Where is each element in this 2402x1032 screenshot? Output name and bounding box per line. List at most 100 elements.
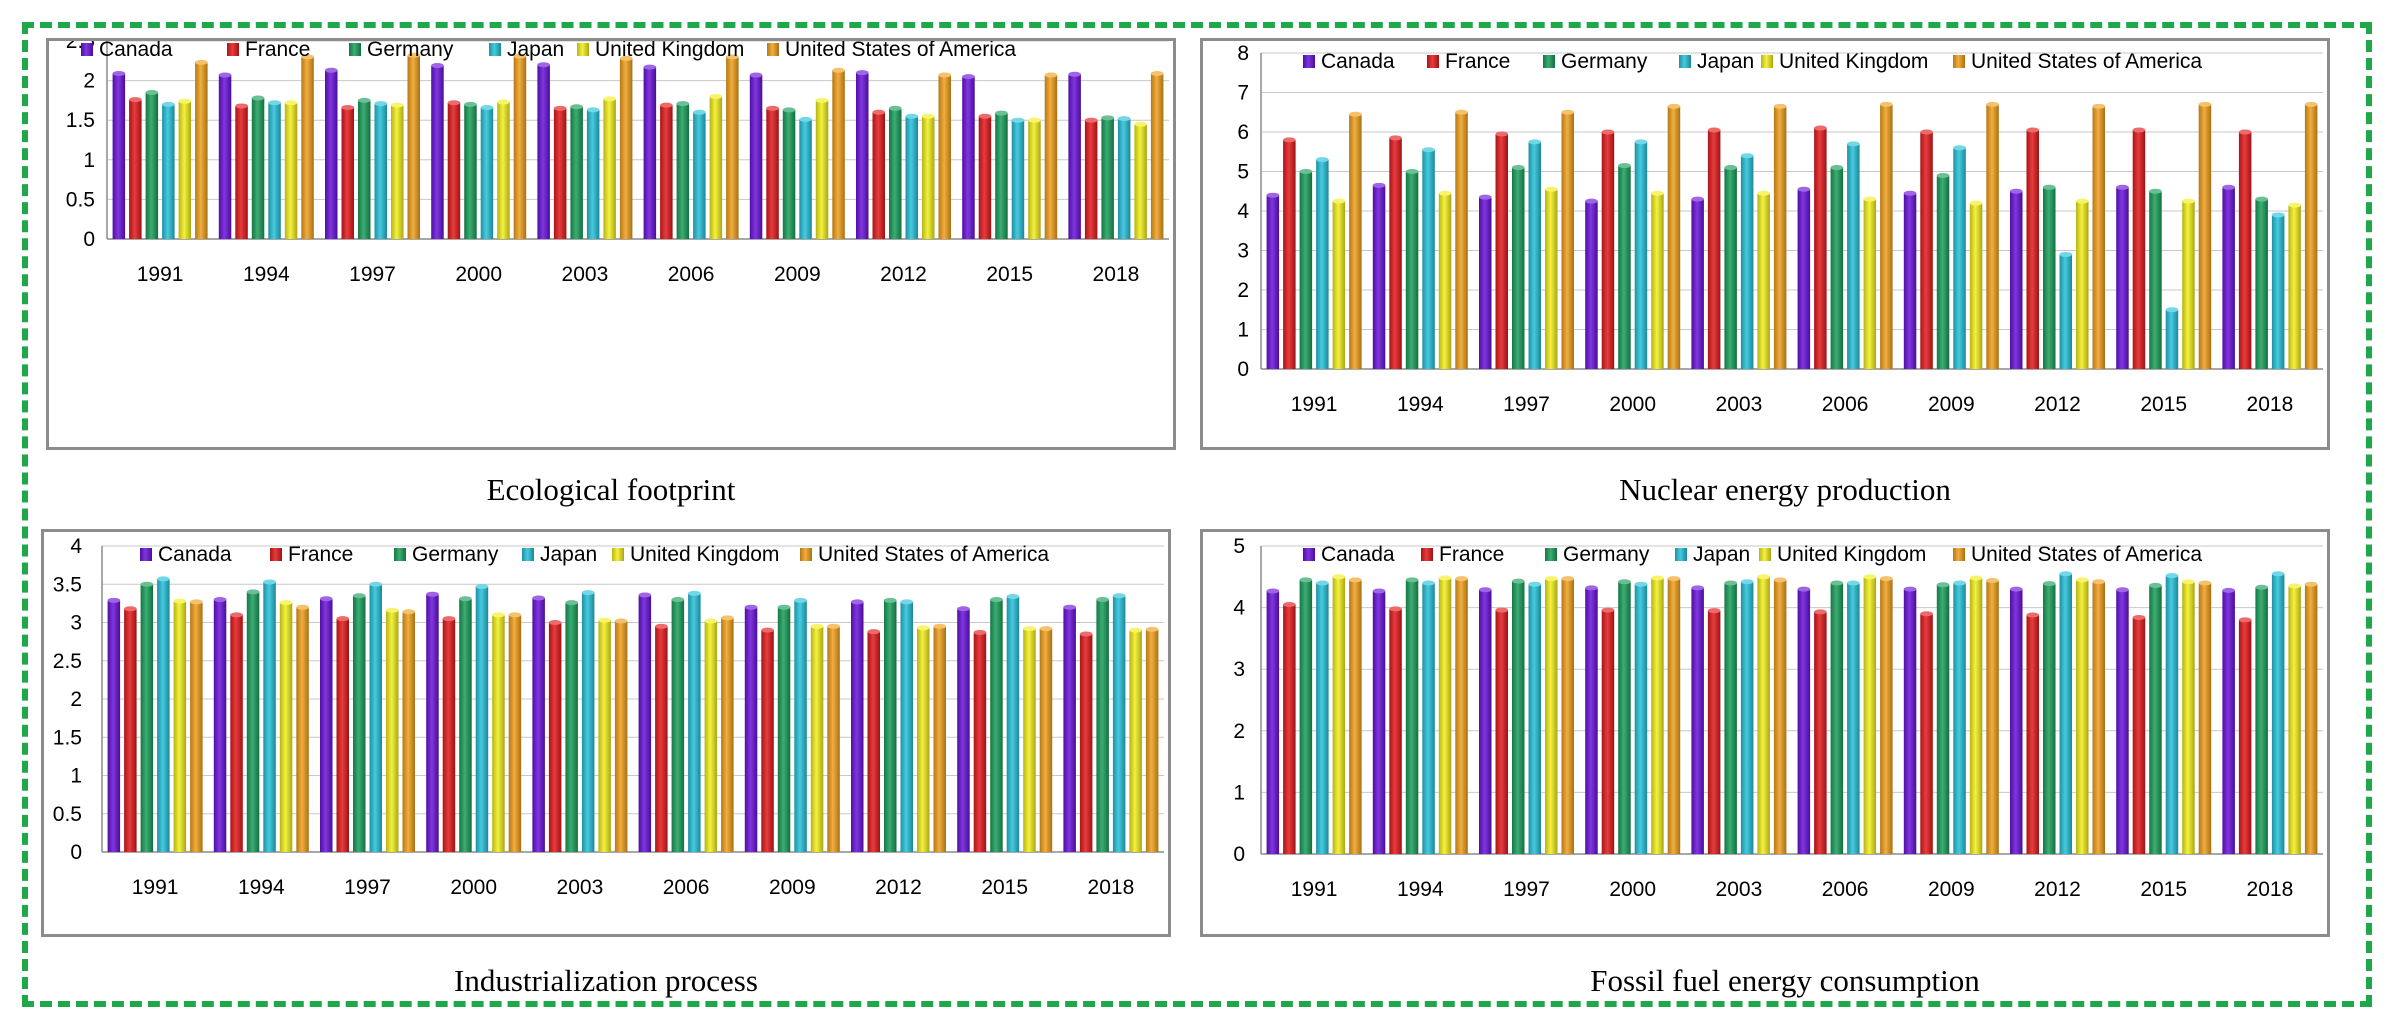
y-tick-label: 1.5 [66, 109, 95, 132]
x-tick-label: 1994 [1397, 393, 1444, 416]
bar-cap [162, 101, 175, 107]
bar-cap [2132, 614, 2146, 620]
bar-cap [889, 105, 902, 111]
bar-united-kingdom-2006 [1863, 576, 1877, 854]
bar-cap [2076, 577, 2089, 583]
bar-cap [1316, 580, 1329, 586]
bar-cap [178, 98, 192, 104]
x-tick-label: 1994 [238, 876, 285, 899]
bar-cap [1438, 190, 1452, 196]
bar-france-1994 [1389, 137, 1402, 369]
bar-united-kingdom-2003 [1757, 576, 1770, 854]
bar-cap [2288, 202, 2301, 208]
legend-swatch [1953, 55, 1965, 68]
y-tick-label: 4 [1233, 597, 1245, 620]
legend-swatch [1759, 548, 1771, 561]
bar-france-2009 [761, 630, 774, 852]
bar-cap [884, 597, 897, 603]
x-tick-label: 1994 [243, 263, 290, 286]
bar-germany-1991 [1299, 171, 1313, 369]
y-tick-label: 4 [1237, 200, 1249, 223]
bar-cap [173, 598, 187, 604]
bar-cap [957, 606, 970, 612]
bar-cap [1455, 109, 1468, 115]
y-tick-label: 0.5 [53, 803, 82, 826]
bar-cap [1634, 139, 1648, 145]
bar-cap [1389, 606, 1402, 612]
bar-canada-2006 [1797, 589, 1811, 854]
bar-united-states-of-america-2000 [1667, 106, 1681, 369]
chart-svg: 0 0.5 1 1.5 2 2.5 3 3.5 4 1991 1994 1997 2000 2003 200… [53, 535, 1164, 899]
bar-cap [2182, 198, 2195, 204]
bar-france-2000 [1601, 610, 1615, 854]
legend-label: Germany [1561, 50, 1648, 73]
x-tick-label: 1997 [344, 876, 391, 899]
bar-cap [1389, 135, 1402, 141]
bar-cap [1797, 586, 1811, 592]
bar-cap [1299, 169, 1313, 174]
legend-swatch [1427, 55, 1439, 68]
bar-cap [638, 592, 652, 598]
bar-japan-2009 [799, 119, 812, 239]
bar-cap [1667, 103, 1681, 109]
bar-cap [962, 74, 975, 80]
legend-label: France [245, 41, 310, 61]
bar-germany-2006 [1830, 582, 1844, 854]
bar-cap [1863, 574, 1877, 580]
legend-swatch [394, 548, 406, 561]
bar-cap [1651, 190, 1664, 196]
bar-germany-2018 [1096, 599, 1109, 852]
bar-cap [922, 113, 935, 119]
bar-united-states-of-america-2003 [1773, 579, 1787, 854]
bar-france-2015 [2132, 617, 2146, 854]
bar-cap [815, 97, 829, 103]
bar-germany-2000 [459, 598, 472, 852]
bar-cap [1920, 611, 1933, 617]
bar-united-kingdom-2003 [598, 620, 611, 852]
bar-japan-1997 [374, 103, 387, 240]
bar-cap [2116, 587, 2129, 593]
bar-united-states-of-america-2015 [2198, 104, 2212, 369]
bar-germany-2009 [1936, 584, 1950, 854]
bar-canada-2009 [749, 75, 763, 239]
bar-cap [2043, 581, 2056, 587]
legend-swatch [577, 43, 589, 56]
bar-cap [2222, 587, 2235, 593]
bar-canada-2006 [643, 67, 657, 239]
bar-cap [1651, 575, 1664, 581]
bar-united-states-of-america-2018 [1145, 629, 1159, 852]
bar-germany-2003 [1724, 167, 1737, 369]
bar-cap [799, 116, 812, 122]
x-tick-label: 2012 [2034, 878, 2081, 901]
figure-border [22, 22, 2372, 1007]
bar-cap [660, 102, 673, 108]
bar-cap [480, 105, 494, 111]
bar-germany-2015 [995, 113, 1008, 239]
legend-label: Germany [367, 41, 454, 61]
bar-cap [1405, 169, 1419, 174]
bar-united-kingdom-1997 [1545, 578, 1558, 854]
y-tick-label: 1.5 [53, 726, 82, 749]
bar-france-1994 [1389, 608, 1402, 854]
bar-germany-2012 [2043, 583, 2056, 854]
bar-germany-2012 [2043, 187, 2056, 369]
bar-cap [990, 597, 1003, 603]
bar-cap [995, 110, 1008, 116]
bar-cap [1145, 626, 1159, 632]
bar-france-2003 [553, 108, 567, 239]
bar-france-2018 [2238, 619, 2252, 854]
bar-united-states-of-america-2009 [1986, 580, 1999, 854]
bar-cap [1880, 576, 1893, 582]
bar-japan-1997 [1528, 584, 1541, 854]
bar-germany-2006 [1830, 167, 1844, 369]
bar-cap [431, 63, 444, 69]
bar-cap [391, 102, 404, 108]
bar-germany-2003 [1724, 582, 1737, 854]
bar-cap [1757, 190, 1770, 196]
bar-japan-2009 [1953, 147, 1966, 369]
bar-cap [1585, 585, 1598, 591]
bar-germany-2000 [464, 104, 477, 239]
y-tick-label: 0 [1237, 358, 1249, 381]
bar-cap [341, 105, 354, 111]
bar-germany-2015 [2149, 191, 2162, 369]
